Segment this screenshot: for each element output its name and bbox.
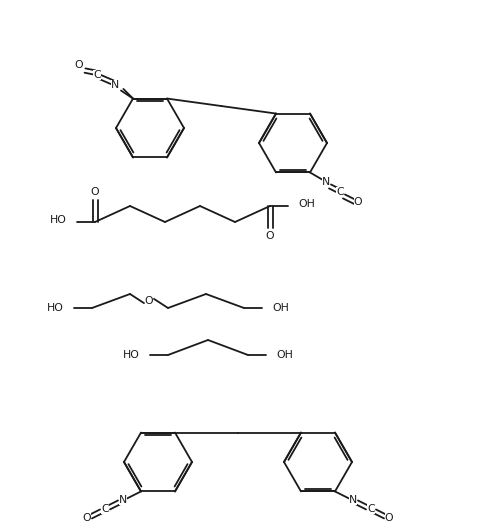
Text: HO: HO bbox=[47, 303, 64, 313]
Text: N: N bbox=[119, 495, 127, 505]
Text: OH: OH bbox=[272, 303, 289, 313]
Text: O: O bbox=[83, 513, 92, 523]
Text: C: C bbox=[93, 70, 101, 80]
Text: HO: HO bbox=[50, 215, 67, 225]
Text: HO: HO bbox=[123, 350, 140, 360]
Text: C: C bbox=[367, 504, 375, 514]
Text: N: N bbox=[322, 178, 330, 187]
Text: OH: OH bbox=[276, 350, 293, 360]
Text: O: O bbox=[354, 197, 362, 207]
Text: O: O bbox=[266, 231, 274, 241]
Text: O: O bbox=[145, 296, 153, 306]
Text: O: O bbox=[75, 60, 83, 70]
Text: OH: OH bbox=[298, 199, 315, 209]
Text: O: O bbox=[91, 187, 99, 197]
Text: C: C bbox=[336, 187, 344, 197]
Text: N: N bbox=[349, 495, 357, 505]
Text: O: O bbox=[385, 513, 393, 523]
Text: N: N bbox=[111, 80, 119, 89]
Text: C: C bbox=[101, 504, 109, 514]
